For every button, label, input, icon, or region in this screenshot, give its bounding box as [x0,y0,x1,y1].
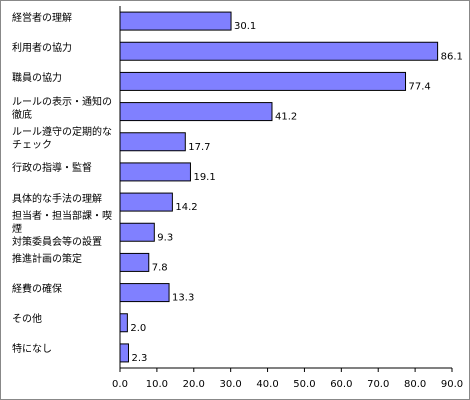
value-label: 2.3 [131,353,147,364]
bar [119,252,150,272]
value-label: 7.8 [152,262,168,273]
value-label: 13.3 [172,293,194,304]
x-tick-label: 90.0 [441,379,463,390]
category-label: 具体的な手法の理解 [12,193,102,205]
category-label: その他 [12,314,42,326]
value-label: 2.0 [130,323,146,334]
x-tick-label: 30.0 [220,379,242,390]
x-tick-label: 20.0 [183,379,205,390]
category-label: 行政の指導・監督 [12,163,92,175]
category-label: ルール遵守の定期的な チェック [12,126,112,151]
category-label: ルールの表示・通知の 徹底 [12,96,112,121]
x-tick-label: 80.0 [404,379,426,390]
bar [119,102,273,122]
value-label: 30.1 [234,21,256,32]
bar [119,192,173,212]
value-label: 14.2 [175,202,197,213]
category-label: 利用者の協力 [12,42,72,54]
value-label: 86.1 [441,51,463,62]
category-label: 特になし [12,344,52,356]
category-label: 経費の確保 [12,284,62,296]
x-tick-label: 50.0 [293,379,315,390]
value-label: 77.4 [409,81,431,92]
bar [119,283,170,303]
value-label: 41.2 [275,112,297,123]
x-tick-label: 10.0 [146,379,168,390]
bar [119,313,128,333]
bar [119,11,232,31]
x-tick-label: 70.0 [367,379,389,390]
category-label: 担当者・担当部課・喫煙 対策委員会等の設置 [12,210,112,248]
bar [119,41,439,61]
category-label: 職員の協力 [12,72,62,84]
category-label: 推進計画の策定 [12,253,82,265]
value-label: 19.1 [193,172,215,183]
bar [119,132,186,152]
category-label: 経営者の理解 [12,12,72,24]
x-tick-label: 0.0 [112,379,128,390]
value-label: 9.3 [157,232,173,243]
bar [119,162,191,182]
bar [119,222,155,242]
x-tick-label: 40.0 [256,379,278,390]
value-label: 17.7 [188,142,210,153]
bar [119,343,129,363]
x-tick-label: 60.0 [330,379,352,390]
bar [119,71,407,91]
